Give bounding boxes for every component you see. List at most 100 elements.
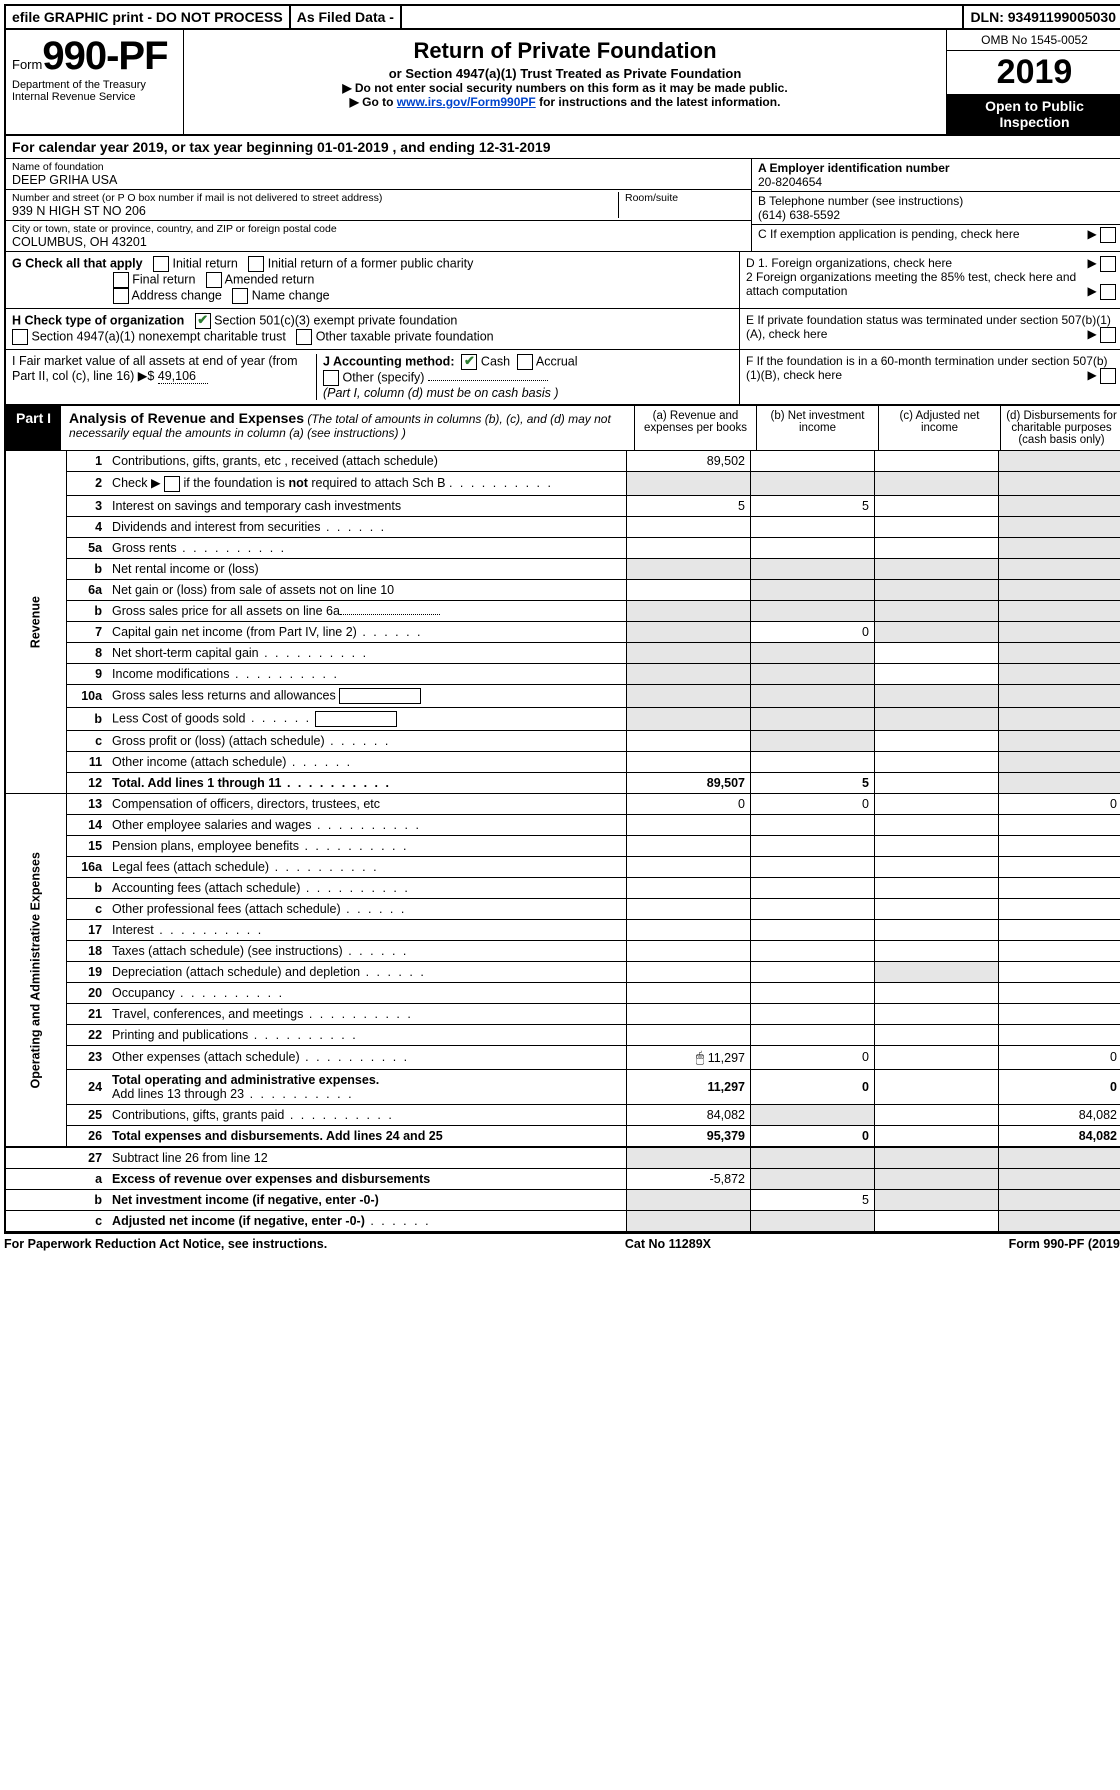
c-checkbox[interactable]	[1100, 227, 1116, 243]
part1-title: Analysis of Revenue and Expenses	[69, 410, 304, 426]
table-row: bNet investment income (if negative, ent…	[5, 1189, 1120, 1210]
f-row: F If the foundation is in a 60-month ter…	[746, 354, 1116, 382]
line-desc: Legal fees (attach schedule)	[107, 856, 626, 877]
line-desc: Other employee salaries and wages	[107, 814, 626, 835]
d1-checkbox[interactable]	[1100, 256, 1116, 272]
table-row: 5aGross rents	[5, 537, 1120, 558]
g-initial-checkbox[interactable]	[153, 256, 169, 272]
dln-label: DLN:	[970, 9, 1003, 25]
c-arrow: ▶	[1087, 227, 1116, 243]
g-former-checkbox[interactable]	[248, 256, 264, 272]
g3: Final return	[132, 272, 195, 286]
amt-a: 95,379	[627, 1125, 751, 1147]
line-desc: Other expenses (attach schedule)	[107, 1045, 626, 1069]
j3: Other (specify)	[342, 370, 424, 384]
col-b-header: (b) Net investment income	[756, 406, 878, 450]
amt-d	[999, 451, 1120, 472]
table-row: 3Interest on savings and temporary cash …	[5, 495, 1120, 516]
irs-link[interactable]: www.irs.gov/Form990PF	[397, 95, 536, 109]
table-row: Operating and Administrative Expenses 13…	[5, 793, 1120, 814]
omb-number: OMB No 1545-0052	[947, 30, 1120, 51]
line-desc: Occupancy	[107, 982, 626, 1003]
table-row: 19Depreciation (attach schedule) and dep…	[5, 961, 1120, 982]
table-row: 10aGross sales less returns and allowanc…	[5, 684, 1120, 707]
h-501c3-checkbox[interactable]: ✔	[195, 313, 211, 329]
amt-b: 0	[751, 621, 875, 642]
c-cell: C If exemption application is pending, c…	[752, 225, 1120, 243]
e-checkbox[interactable]	[1100, 327, 1116, 343]
attach-icon[interactable]: 🖱	[696, 1049, 704, 1065]
col-d-header: (d) Disbursements for charitable purpose…	[1000, 406, 1120, 450]
line-desc: Depreciation (attach schedule) and deple…	[107, 961, 626, 982]
e-row: E If private foundation status was termi…	[746, 313, 1116, 341]
e-label: E If private foundation status was termi…	[746, 313, 1111, 341]
header-center: Return of Private Foundation or Section …	[184, 30, 946, 134]
open-public-badge: Open to Public Inspection	[947, 94, 1120, 134]
header-left: Form990-PF Department of the Treasury In…	[6, 30, 184, 134]
h-other-checkbox[interactable]	[296, 329, 312, 345]
j-accrual-checkbox[interactable]	[517, 354, 533, 370]
j-other-checkbox[interactable]	[323, 370, 339, 386]
cal-text1: For calendar year 2019, or tax year begi…	[12, 139, 317, 155]
amt-d: 0	[999, 1069, 1120, 1104]
f-checkbox[interactable]	[1100, 368, 1116, 384]
amt-a: 0	[627, 793, 751, 814]
foundation-name: DEEP GRIHA USA	[12, 173, 745, 187]
amt-d: 0	[999, 1045, 1120, 1069]
line-desc: Net rental income or (loss)	[107, 558, 626, 579]
j-note: (Part I, column (d) must be on cash basi…	[323, 386, 559, 400]
row-h: H Check type of organization ✔ Section 5…	[4, 309, 1120, 350]
line-desc: Interest on savings and temporary cash i…	[107, 495, 626, 516]
part1-columns: (a) Revenue and expenses per books (b) N…	[634, 406, 1120, 450]
instr2a: ▶ Go to	[350, 95, 397, 109]
amt-b: 5	[751, 1189, 875, 1210]
g-amended-checkbox[interactable]	[206, 272, 222, 288]
g-addrchg-checkbox[interactable]	[113, 288, 129, 304]
h2: Section 4947(a)(1) nonexempt charitable …	[31, 329, 285, 343]
row-g: G Check all that apply Initial return In…	[4, 252, 1120, 309]
cal-end: 12-31-2019	[479, 139, 551, 155]
footer-right: Form 990-PF (2019)	[1009, 1237, 1120, 1251]
table-row: cAdjusted net income (if negative, enter…	[5, 1210, 1120, 1232]
as-filed-label: As Filed Data -	[291, 6, 402, 28]
line-desc: Contributions, gifts, grants paid	[107, 1104, 626, 1125]
room-label: Room/suite	[625, 192, 745, 204]
street-address: 939 N HIGH ST NO 206	[12, 204, 618, 218]
line-desc: Total. Add lines 1 through 11	[107, 772, 626, 793]
phone-label: B Telephone number (see instructions)	[758, 194, 1116, 208]
d2-checkbox[interactable]	[1100, 284, 1116, 300]
c-label: C If exemption application is pending, c…	[758, 227, 1020, 241]
amt-a: 89,507	[627, 772, 751, 793]
amt-d: 84,082	[999, 1125, 1120, 1147]
line-desc: Subtract line 26 from line 12	[107, 1147, 626, 1169]
amt-b: 5	[751, 495, 875, 516]
g1: Initial return	[173, 256, 238, 270]
amt-b: 5	[751, 772, 875, 793]
h-4947-checkbox[interactable]	[12, 329, 28, 345]
cal-text2: , and ending	[389, 139, 479, 155]
amt-d: 0	[999, 793, 1120, 814]
line-desc: Compensation of officers, directors, tru…	[107, 793, 626, 814]
revenue-side-label: Revenue	[5, 451, 67, 793]
table-row: 4Dividends and interest from securities	[5, 516, 1120, 537]
line-desc: Other income (attach schedule)	[107, 751, 626, 772]
j-label: J Accounting method:	[323, 354, 454, 368]
col-a-header: (a) Revenue and expenses per books	[634, 406, 756, 450]
line-desc: Net gain or (loss) from sale of assets n…	[107, 579, 626, 600]
g-namechg-checkbox[interactable]	[232, 288, 248, 304]
j-cash-checkbox[interactable]: ✔	[461, 354, 477, 370]
part1-table: Revenue 1 Contributions, gifts, grants, …	[4, 451, 1120, 1233]
amt-b: 0	[751, 1045, 875, 1069]
amt-a: 89,502	[627, 451, 751, 472]
form-number-block: Form990-PF	[12, 34, 177, 79]
g-final-checkbox[interactable]	[113, 272, 129, 288]
table-row: 18Taxes (attach schedule) (see instructi…	[5, 940, 1120, 961]
city-cell: City or town, state or province, country…	[6, 221, 751, 251]
irs-label: Internal Revenue Service	[12, 91, 177, 103]
city-label: City or town, state or province, country…	[12, 223, 745, 235]
form-subtitle: or Section 4947(a)(1) Trust Treated as P…	[192, 66, 938, 81]
amt-a: 11,297	[627, 1069, 751, 1104]
l2-checkbox[interactable]	[164, 476, 180, 492]
i-label: I Fair market value of all assets at end…	[12, 354, 298, 383]
line-desc: Less Cost of goods sold	[107, 707, 626, 730]
